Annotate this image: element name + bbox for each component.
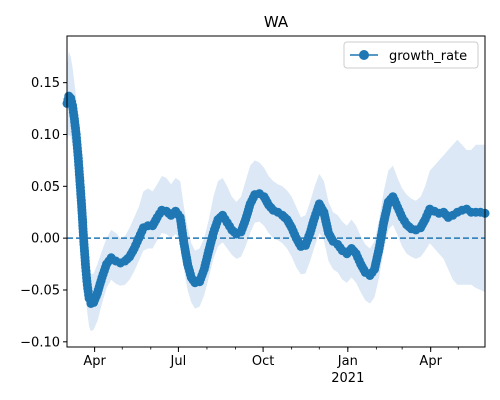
legend-box (343, 41, 479, 69)
confidence-band-layer (67, 51, 485, 332)
y-tick-label: 0.05 (31, 180, 60, 195)
y-tick-label: −0.10 (20, 335, 60, 350)
series-marker-layer (62, 91, 490, 308)
y-axis: −0.10 −0.05 0.00 0.05 0.10 0.15 (20, 76, 67, 350)
legend: growth_rate (343, 41, 479, 69)
x-tick-label: Apr (419, 354, 442, 369)
x-tick-label: Jul (170, 354, 187, 369)
x-tick-label: Oct (252, 354, 274, 369)
confidence-band-0 (67, 51, 485, 332)
x-tick-label: Jan (337, 354, 358, 369)
y-tick-label: 0.15 (31, 76, 60, 91)
legend-label-growth-rate: growth_rate (389, 49, 467, 64)
x-axis: Apr Jul Oct Jan 2021 Apr (83, 347, 459, 386)
y-tick-label: 0.10 (31, 128, 60, 143)
x-tick-label: Apr (83, 354, 106, 369)
x-tick-sublabel: 2021 (331, 371, 364, 386)
chart-title: WA (264, 13, 289, 31)
y-tick-label: 0.00 (31, 232, 60, 247)
legend-marker-swatch (359, 50, 369, 60)
plot-frame (66, 35, 486, 348)
y-tick-label: −0.05 (20, 283, 60, 298)
